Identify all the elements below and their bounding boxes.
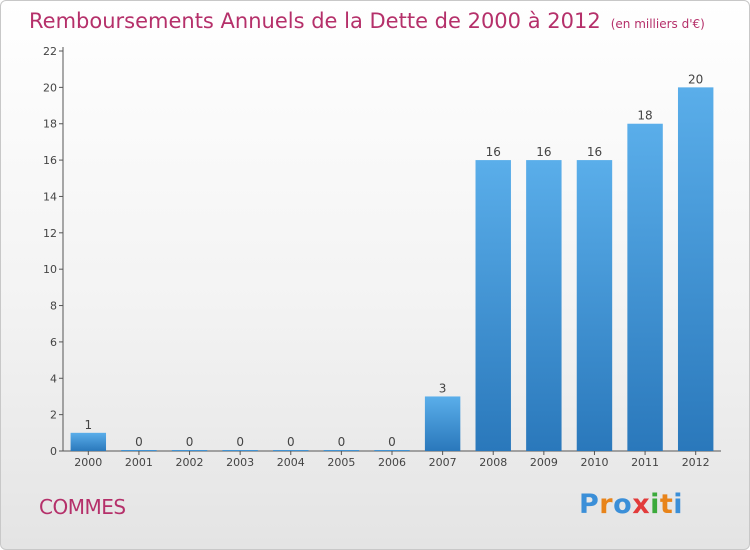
bar-value-label: 3 (439, 381, 447, 395)
y-tick-label: 14 (43, 190, 57, 203)
logo-letter: i (673, 489, 684, 520)
x-tick-label: 2006 (378, 456, 406, 469)
x-tick-label: 2005 (327, 456, 355, 469)
bar-value-label: 0 (388, 435, 396, 449)
bar-value-label: 0 (338, 435, 346, 449)
x-tick-label: 2008 (479, 456, 507, 469)
bar-value-label: 1 (84, 418, 92, 432)
bar (677, 87, 714, 451)
commune-name: COMMES (39, 495, 126, 519)
proxiti-logo: Proxiti (579, 489, 683, 520)
x-tick-label: 2000 (74, 456, 102, 469)
x-tick-label: 2001 (125, 456, 153, 469)
y-tick-label: 0 (50, 445, 57, 458)
y-tick-label: 6 (50, 336, 57, 349)
bars (70, 87, 714, 452)
y-tick-label: 12 (43, 227, 57, 240)
chart-title-block: Remboursements Annuels de la Dette de 20… (29, 9, 705, 33)
logo-letter: r (599, 489, 614, 520)
chart-title: Remboursements Annuels de la Dette de 20… (29, 9, 601, 33)
x-tick-label: 2012 (682, 456, 710, 469)
logo-letter: i (650, 489, 660, 520)
bar (121, 450, 157, 451)
bar (374, 450, 410, 451)
x-tick-label: 2003 (226, 456, 254, 469)
x-tick-label: 2010 (580, 456, 608, 469)
bar (475, 160, 511, 451)
bar-value-label: 0 (186, 435, 194, 449)
logo-letter: t (659, 489, 674, 520)
x-tick-label: 2002 (176, 456, 204, 469)
bar-value-label: 16 (486, 145, 501, 159)
bar-value-label: 20 (688, 72, 703, 86)
x-tick-label: 2011 (631, 456, 659, 469)
y-tick-label: 8 (50, 300, 57, 313)
y-tick-label: 10 (43, 263, 57, 276)
logo-letter: o (613, 489, 633, 520)
bar-value-label: 16 (536, 145, 551, 159)
bar (576, 160, 613, 451)
bar (70, 432, 107, 451)
y-tick-label: 18 (43, 118, 57, 131)
labels: 2000 1 2001 0 2002 0 2003 0 2004 0 2005 0 2006 0 2007 3… (74, 72, 709, 469)
bar (323, 450, 360, 451)
bar (222, 450, 258, 451)
logo-letter: x (632, 489, 651, 520)
x-tick-label: 2009 (530, 456, 558, 469)
bar (273, 450, 309, 451)
bar (627, 123, 663, 452)
y-tick-label: 16 (43, 154, 57, 167)
x-tick-label: 2007 (429, 456, 457, 469)
bar-value-label: 18 (637, 109, 652, 123)
y-tick-label: 4 (50, 372, 57, 385)
y-tick-label: 2 (50, 409, 57, 422)
bar-value-label: 0 (236, 435, 244, 449)
logo-letter: P (579, 489, 600, 520)
bar-value-label: 0 (135, 435, 143, 449)
bar (526, 160, 562, 451)
y-tick-label: 20 (43, 81, 57, 94)
bar-value-label: 0 (287, 435, 295, 449)
bar-value-label: 16 (587, 145, 602, 159)
x-tick-label: 2004 (277, 456, 305, 469)
y-tick-label: 22 (43, 45, 57, 58)
chart-unit: (en milliers d'€) (610, 17, 705, 31)
bar (171, 450, 208, 451)
bar (424, 396, 461, 451)
